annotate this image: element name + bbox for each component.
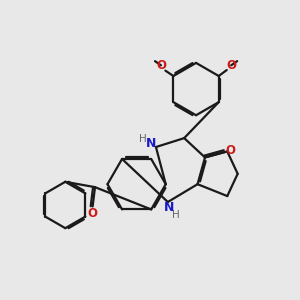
Text: N: N xyxy=(146,137,156,150)
Text: O: O xyxy=(226,144,236,158)
Text: O: O xyxy=(156,59,166,72)
Text: O: O xyxy=(226,59,236,72)
Text: O: O xyxy=(87,207,97,220)
Text: N: N xyxy=(164,202,175,214)
Text: H: H xyxy=(172,210,180,220)
Text: H: H xyxy=(139,134,146,144)
